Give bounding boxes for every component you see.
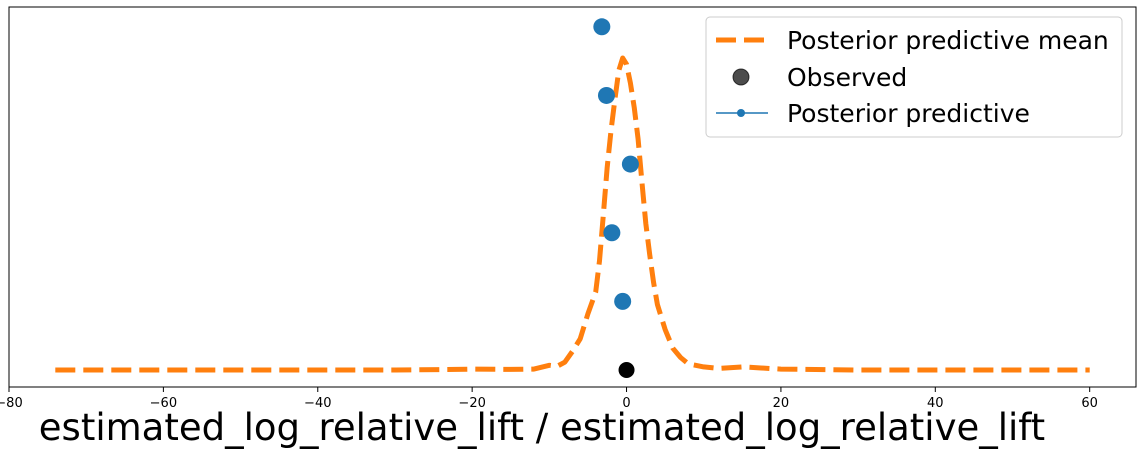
axes-frame bbox=[8, 6, 1137, 388]
x-tick-label: 20 bbox=[773, 396, 790, 411]
x-tick-label: −40 bbox=[304, 396, 331, 411]
observed-point bbox=[618, 362, 635, 378]
legend-label-posterior-predictive-mean: Posterior predictive mean bbox=[787, 26, 1109, 55]
plot-area bbox=[55, 18, 1090, 378]
legend-label-observed: Observed bbox=[787, 63, 907, 92]
posterior-predictive-point bbox=[593, 18, 611, 36]
posterior-predictive-point bbox=[603, 224, 621, 242]
x-tick-label: −80 bbox=[0, 396, 23, 411]
legend-frame bbox=[705, 16, 1123, 138]
legend-handle-observed bbox=[732, 68, 750, 86]
x-tick-label: −20 bbox=[458, 396, 485, 411]
posterior-predictive-point bbox=[621, 155, 639, 173]
x-tick-label: 60 bbox=[1081, 396, 1098, 411]
x-tick-label: −60 bbox=[150, 396, 177, 411]
x-axis-label: estimated_log_relative_lift / estimated_… bbox=[39, 406, 1045, 449]
posterior-predictive-point bbox=[597, 86, 615, 104]
posterior-predictive-point bbox=[614, 292, 632, 310]
x-tick-label: 0 bbox=[622, 396, 630, 411]
x-tick-label: 40 bbox=[927, 396, 944, 411]
legend: Posterior predictive mean Observed Poste… bbox=[705, 16, 1123, 138]
x-axis: −80 −60 −40 −20 0 20 40 60 bbox=[0, 387, 1098, 411]
legend-handle-posterior-predictive-marker bbox=[737, 109, 745, 117]
series-line-posterior-predictive-mean bbox=[55, 55, 1090, 373]
legend-label-posterior-predictive: Posterior predictive bbox=[787, 99, 1030, 128]
